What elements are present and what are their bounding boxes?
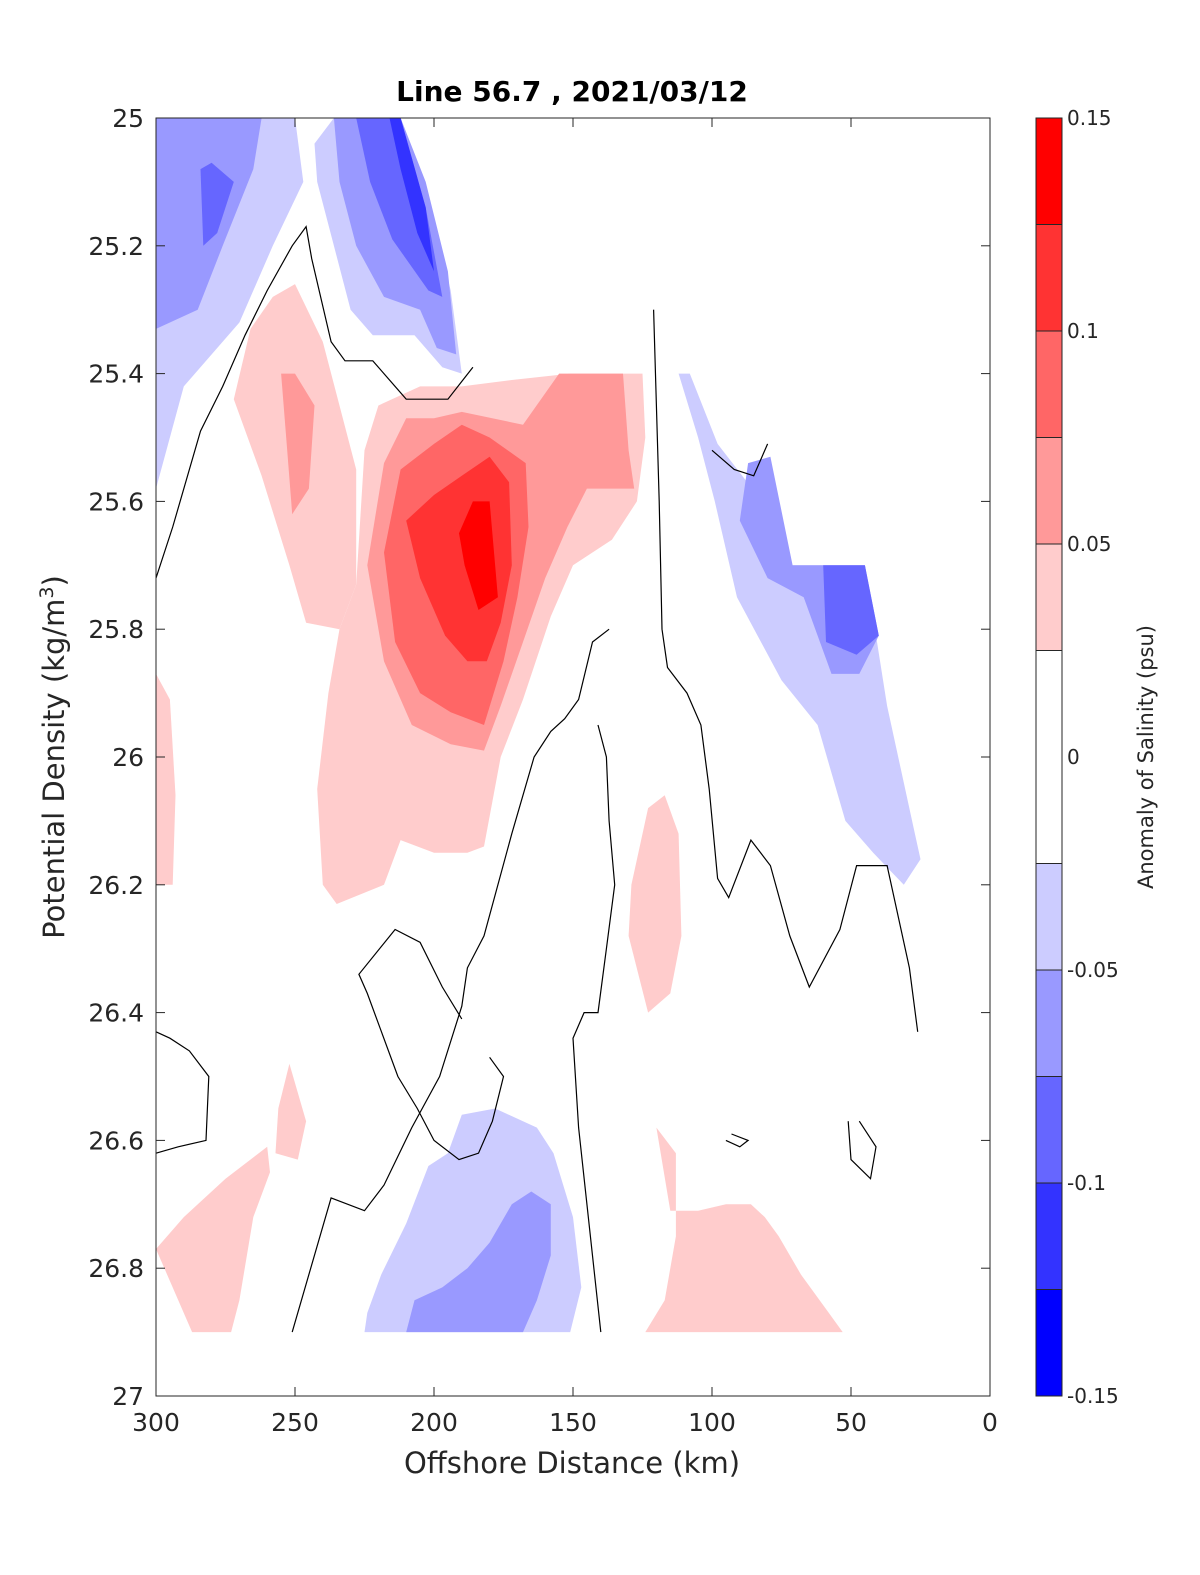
x-axis-title: Offshore Distance (km) bbox=[404, 1446, 740, 1480]
y-axis: 25 25.2 25.4 25.6 25.8 26 26.2 26.4 26.6 26.8 27 bbox=[88, 104, 990, 1411]
y-tick-label: 26.2 bbox=[88, 871, 144, 900]
colorbar-band bbox=[1036, 1076, 1062, 1183]
contour-region-21 bbox=[645, 1127, 843, 1333]
colorbar-tick-label: -0.15 bbox=[1067, 1384, 1119, 1408]
colorbar-frame bbox=[1035, 117, 1063, 1397]
contour-region-19 bbox=[275, 1063, 307, 1160]
chart-title: Line 56.7 , 2021/03/12 bbox=[396, 75, 748, 108]
y-tick-label: 25.4 bbox=[88, 360, 144, 389]
x-axis: 300 250 200 150 100 50 0 bbox=[132, 118, 998, 1437]
zero-contour-line-8 bbox=[847, 1120, 877, 1180]
colorbar-tick-label: 0 bbox=[1067, 745, 1080, 769]
y-tick-label: 25.8 bbox=[88, 615, 144, 644]
contour-region-6 bbox=[389, 118, 434, 272]
zero-contour-line-4 bbox=[572, 724, 616, 1333]
x-tick-label: 300 bbox=[132, 1408, 180, 1437]
y-tick-label: 25 bbox=[112, 104, 144, 133]
colorbar-band bbox=[1036, 118, 1062, 225]
colorbar-tick-label: 0.15 bbox=[1067, 106, 1112, 130]
colorbar-title: Anomaly of Salinity (psu) bbox=[1134, 625, 1158, 889]
colorbar-band bbox=[1036, 1289, 1062, 1396]
x-tick-label: 200 bbox=[410, 1408, 458, 1437]
colorbar-tick-label: -0.05 bbox=[1067, 958, 1119, 982]
x-tick-label: 150 bbox=[549, 1408, 597, 1437]
zero-contour-line-3 bbox=[291, 628, 610, 1333]
contour-region-16 bbox=[459, 501, 498, 610]
zero-contour-line-0 bbox=[155, 225, 474, 579]
zero-contour-layer bbox=[155, 225, 919, 1333]
zero-contour-line-6 bbox=[155, 1031, 210, 1154]
contour-region-9 bbox=[823, 565, 879, 655]
y-tick-label: 26 bbox=[112, 743, 144, 772]
colorbar-band bbox=[1036, 224, 1062, 331]
y-axis-title-close: ) bbox=[37, 575, 71, 586]
contour-region-5 bbox=[356, 118, 443, 297]
y-axis-title: Potential Density (kg/m3) bbox=[36, 575, 71, 939]
y-tick-label: 27 bbox=[112, 1382, 144, 1411]
y-axis-title-text: Potential Density (kg/m bbox=[37, 599, 71, 939]
colorbar-tick-label: 0.1 bbox=[1067, 319, 1099, 343]
x-tick-label: 0 bbox=[982, 1408, 998, 1437]
zero-contour-line-5 bbox=[358, 928, 505, 1161]
zero-contour-line-2 bbox=[711, 443, 769, 477]
y-axis-title-superscript: 3 bbox=[36, 586, 58, 598]
colorbar-band bbox=[1036, 544, 1062, 651]
y-tick-label: 25.2 bbox=[88, 232, 144, 261]
contour-region-7 bbox=[678, 373, 921, 885]
colorbar-tick-label: 0.05 bbox=[1067, 532, 1112, 556]
zero-contour-line-1 bbox=[653, 309, 919, 1032]
colorbar: -0.15 -0.1 -0.05 0 0.05 0.1 0.15 bbox=[1035, 106, 1119, 1408]
contour-region-18 bbox=[628, 795, 682, 1013]
y-tick-label: 26.6 bbox=[88, 1126, 144, 1155]
colorbar-band bbox=[1036, 437, 1062, 544]
colorbar-band bbox=[1036, 970, 1062, 1077]
contour-region-20 bbox=[156, 1146, 270, 1333]
y-tick-label: 25.6 bbox=[88, 487, 144, 516]
y-tick-label: 26.4 bbox=[88, 999, 144, 1028]
colorbar-band bbox=[1036, 863, 1062, 970]
x-tick-label: 50 bbox=[835, 1408, 867, 1437]
colorbar-band bbox=[1036, 331, 1062, 438]
x-tick-label: 100 bbox=[688, 1408, 736, 1437]
contour-fill-layer bbox=[156, 118, 921, 1333]
colorbar-band bbox=[1036, 650, 1062, 864]
y-tick-label: 26.8 bbox=[88, 1254, 144, 1283]
contour-region-11 bbox=[281, 373, 315, 515]
contour-region-2 bbox=[200, 162, 234, 246]
zero-contour-line-7 bbox=[725, 1133, 750, 1148]
x-tick-label: 250 bbox=[271, 1408, 319, 1437]
colorbar-band bbox=[1036, 1183, 1062, 1290]
contour-region-23 bbox=[406, 1191, 551, 1333]
colorbar-tick-label: -0.1 bbox=[1067, 1171, 1106, 1195]
contour-region-17 bbox=[156, 673, 176, 885]
